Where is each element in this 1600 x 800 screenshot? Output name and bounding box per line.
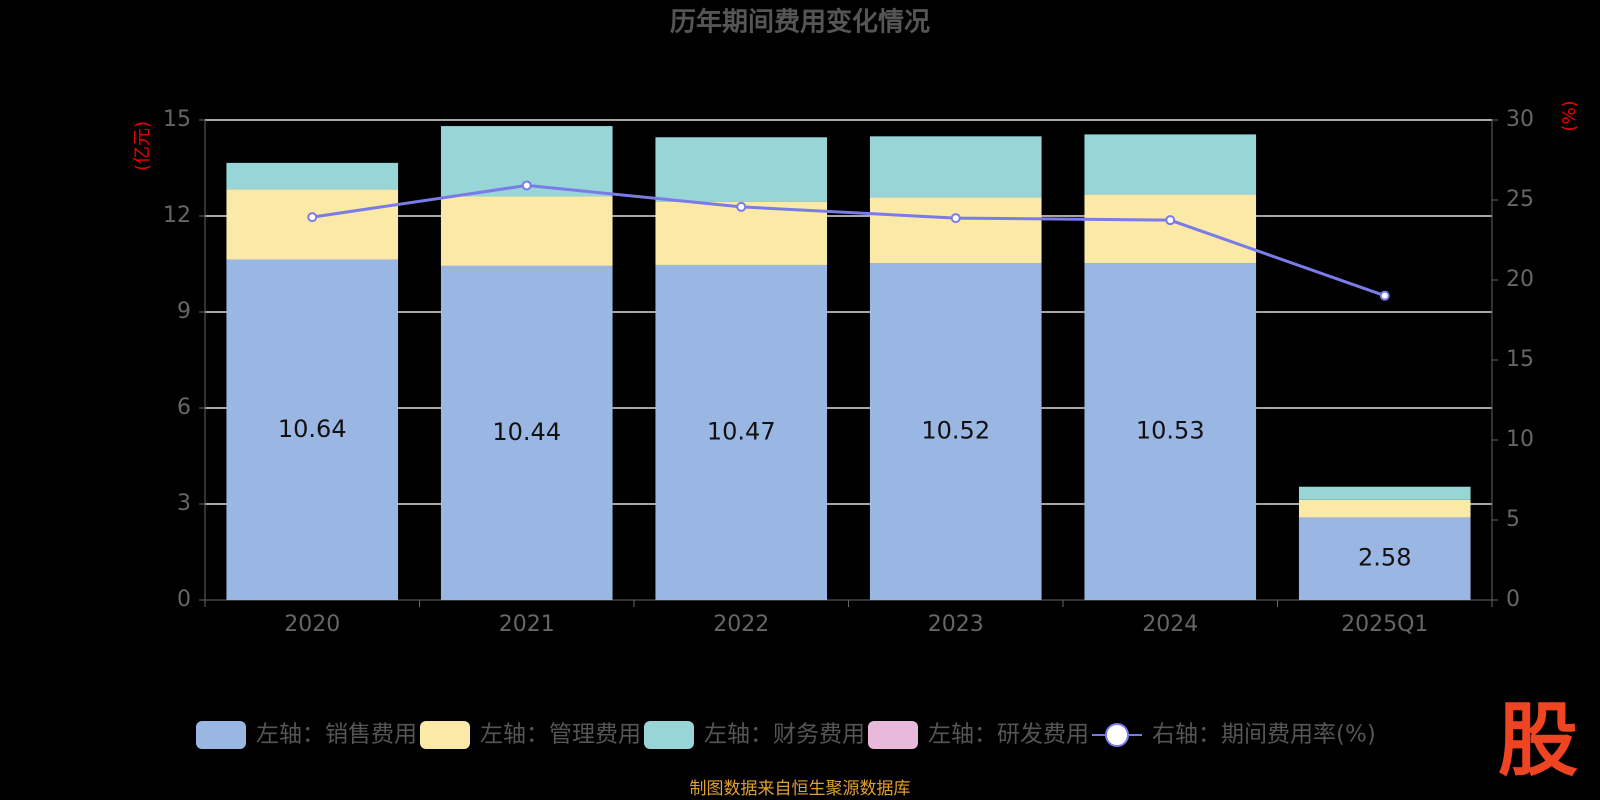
y-tick-label: 12 [163, 203, 191, 228]
legend-label[interactable]: 左轴：销售费用 [256, 722, 417, 748]
bar-segment [869, 263, 1042, 600]
bar-segment [869, 197, 1042, 264]
line-point [736, 201, 747, 212]
y2-tick-label: 25 [1506, 187, 1534, 212]
bar-segment [226, 162, 399, 190]
x-tick-label: 2024 [1142, 612, 1198, 637]
y-tick-label: 6 [177, 395, 191, 420]
y2-axis-label: (%) [1559, 100, 1580, 131]
y-tick-label: 3 [177, 491, 191, 516]
legend-label[interactable]: 左轴：财务费用 [704, 722, 865, 748]
legend-icon[interactable] [196, 721, 246, 749]
y-tick-label: 0 [177, 587, 191, 612]
legend-label[interactable]: 右轴：期间费用率(%) [1152, 722, 1376, 748]
bar-segment [1084, 263, 1257, 600]
y2-tick-label: 30 [1506, 107, 1534, 132]
data-label: 10.47 [707, 417, 776, 445]
y2-tick-label: 5 [1506, 507, 1520, 532]
x-tick-label: 2022 [713, 612, 769, 637]
data-label: 10.52 [921, 417, 990, 445]
data-label: 10.64 [278, 415, 347, 443]
data-label: 2.58 [1358, 544, 1411, 572]
bar-segment [655, 201, 828, 265]
bar-segment [655, 137, 828, 202]
watermark: 股 [1498, 694, 1578, 787]
bar-segment [1298, 499, 1471, 518]
line-point [1165, 215, 1176, 226]
line-point [1379, 290, 1390, 301]
legend-icon[interactable] [644, 721, 694, 749]
y2-tick-label: 0 [1506, 587, 1520, 612]
y2-tick-label: 15 [1506, 347, 1534, 372]
bar-segment [869, 136, 1042, 198]
y2-tick-label: 20 [1506, 267, 1534, 292]
bar-segment [655, 264, 828, 600]
x-tick-label: 2023 [928, 612, 984, 637]
bar-segment [226, 189, 399, 260]
bar-segment [440, 265, 613, 600]
x-tick-label: 2020 [284, 612, 340, 637]
y-axis-label: (亿元) [132, 121, 153, 171]
legend-label[interactable]: 左轴：研发费用 [928, 722, 1089, 748]
data-label: 10.53 [1136, 417, 1205, 445]
bar-segment [1298, 517, 1471, 600]
line-series [312, 183, 1386, 298]
source-note: 制图数据来自恒生聚源数据库 [690, 779, 911, 799]
line-point [521, 180, 532, 191]
bar-segment [226, 259, 399, 600]
legend-icon[interactable] [868, 721, 918, 749]
bar-segment [1084, 194, 1257, 264]
bar-segment [1298, 486, 1471, 500]
y2-tick-label: 10 [1506, 427, 1534, 452]
legend-label[interactable]: 左轴：管理费用 [480, 722, 641, 748]
data-label: 10.44 [492, 418, 561, 446]
x-tick-label: 2025Q1 [1341, 612, 1428, 637]
bar-segment [440, 196, 613, 266]
y-tick-label: 15 [163, 107, 191, 132]
legend-icon[interactable] [1105, 723, 1129, 747]
legend-icon[interactable] [420, 721, 470, 749]
y-tick-label: 9 [177, 299, 191, 324]
x-tick-label: 2021 [499, 612, 555, 637]
bar-segment [1084, 134, 1257, 195]
line-point [950, 213, 961, 224]
line-point [307, 212, 318, 223]
chart-title: 历年期间费用变化情况 [670, 7, 930, 38]
